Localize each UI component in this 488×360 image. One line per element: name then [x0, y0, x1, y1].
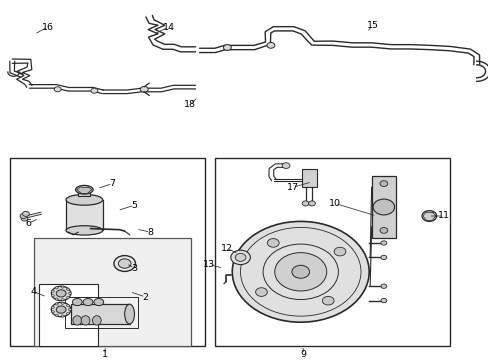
Ellipse shape	[51, 302, 71, 317]
Text: 12: 12	[221, 244, 232, 253]
Ellipse shape	[56, 290, 66, 297]
Text: 18: 18	[183, 100, 195, 109]
Ellipse shape	[81, 316, 90, 325]
Circle shape	[379, 181, 387, 186]
Text: 7: 7	[109, 179, 115, 188]
Circle shape	[232, 221, 368, 322]
Ellipse shape	[83, 298, 93, 306]
Bar	[71, 304, 129, 324]
Text: 6: 6	[25, 219, 31, 228]
Circle shape	[140, 86, 148, 92]
Text: 8: 8	[147, 228, 153, 237]
Circle shape	[380, 241, 386, 245]
Circle shape	[333, 247, 345, 256]
Ellipse shape	[230, 250, 250, 265]
Circle shape	[61, 302, 64, 304]
Circle shape	[61, 286, 64, 288]
Circle shape	[282, 163, 289, 168]
Circle shape	[302, 201, 308, 206]
Text: 10: 10	[328, 199, 340, 208]
Ellipse shape	[114, 256, 135, 271]
Text: 2: 2	[142, 292, 148, 302]
Circle shape	[66, 304, 69, 306]
Ellipse shape	[124, 304, 134, 324]
Circle shape	[380, 284, 386, 288]
Circle shape	[66, 297, 69, 299]
Bar	[10, 158, 205, 346]
Ellipse shape	[421, 211, 436, 221]
Circle shape	[66, 313, 69, 315]
Text: 15: 15	[366, 21, 378, 30]
Circle shape	[223, 45, 231, 50]
Ellipse shape	[372, 199, 394, 215]
Ellipse shape	[66, 226, 102, 235]
Circle shape	[55, 314, 58, 316]
Ellipse shape	[66, 194, 102, 205]
Circle shape	[308, 201, 315, 206]
Text: 3: 3	[131, 264, 137, 273]
Ellipse shape	[56, 306, 66, 313]
Circle shape	[21, 216, 28, 221]
Text: 17: 17	[287, 183, 299, 192]
Text: 13: 13	[203, 260, 215, 269]
Ellipse shape	[118, 259, 131, 268]
Circle shape	[91, 88, 98, 93]
Circle shape	[51, 311, 54, 313]
Circle shape	[22, 211, 29, 216]
Text: 16: 16	[42, 22, 54, 31]
Bar	[371, 176, 395, 238]
Bar	[34, 238, 190, 346]
Text: 11: 11	[437, 211, 449, 220]
Ellipse shape	[51, 286, 71, 301]
Text: 9: 9	[300, 350, 305, 359]
Circle shape	[20, 213, 27, 219]
Circle shape	[55, 298, 58, 300]
Bar	[39, 284, 98, 346]
Circle shape	[55, 303, 58, 305]
Circle shape	[379, 228, 387, 233]
Circle shape	[380, 298, 386, 303]
Circle shape	[380, 255, 386, 260]
Circle shape	[61, 315, 64, 317]
Text: 5: 5	[131, 201, 137, 210]
Circle shape	[55, 287, 58, 289]
Circle shape	[68, 309, 71, 311]
Circle shape	[51, 290, 54, 292]
Ellipse shape	[235, 253, 245, 261]
Circle shape	[267, 239, 279, 247]
Circle shape	[51, 306, 54, 309]
Circle shape	[61, 299, 64, 301]
Text: 1: 1	[102, 350, 108, 359]
Bar	[215, 158, 449, 346]
Ellipse shape	[72, 298, 82, 306]
Bar	[64, 297, 138, 328]
Ellipse shape	[73, 316, 81, 325]
Bar	[302, 169, 316, 187]
Text: 14: 14	[163, 22, 174, 31]
Circle shape	[274, 253, 326, 291]
Circle shape	[66, 288, 69, 290]
Circle shape	[291, 265, 309, 278]
Ellipse shape	[92, 316, 101, 325]
Circle shape	[322, 296, 333, 305]
Bar	[78, 190, 90, 196]
Bar	[66, 200, 102, 230]
Ellipse shape	[94, 298, 103, 306]
Ellipse shape	[76, 185, 93, 194]
Circle shape	[68, 292, 71, 294]
Circle shape	[266, 42, 274, 48]
Circle shape	[54, 87, 61, 92]
Circle shape	[51, 294, 54, 297]
Circle shape	[255, 288, 267, 296]
Text: 4: 4	[30, 287, 36, 296]
